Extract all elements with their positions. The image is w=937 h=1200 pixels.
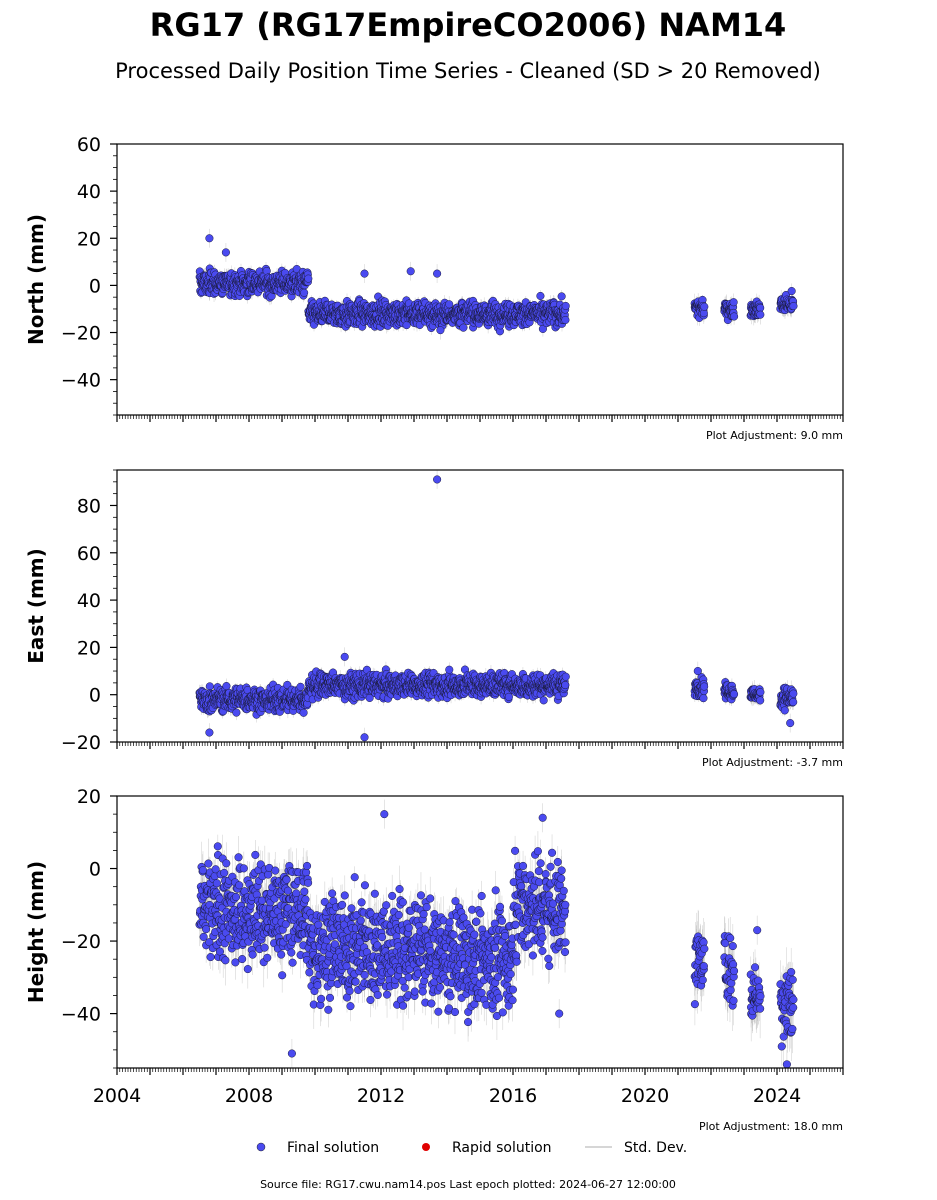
final-solution-point [222, 682, 231, 691]
final-solution-point [536, 291, 545, 301]
y-tick-label: 20 [77, 228, 101, 250]
final-solution-point [730, 312, 739, 321]
y-tick-label: −20 [61, 323, 101, 345]
north-panel: −40 −20 0 20 40 60 North (mm) Plot Adjustment: … [24, 134, 844, 442]
chart-subtitle: Processed Daily Position Time Series - C… [115, 59, 821, 83]
final-solution-point [205, 682, 214, 691]
final-solution-point [300, 288, 309, 297]
plot-area [195, 228, 798, 340]
final-solution-point [561, 315, 570, 325]
y-tick-label: −40 [61, 370, 101, 392]
final-solution-point [232, 708, 241, 717]
final-solution-point [787, 287, 796, 296]
final-solution-point [756, 303, 765, 312]
chart-title: RG17 (RG17EmpireCO2006) NAM14 [150, 6, 787, 44]
y-axis-label: North (mm) [24, 214, 48, 345]
final-solution-point [557, 292, 566, 301]
final-solution-point [459, 323, 468, 332]
final-solution-point [406, 267, 415, 276]
y-tick-label: 0 [89, 275, 101, 297]
y-tick-label: 60 [77, 134, 101, 156]
final-solution-point [445, 300, 454, 309]
y-tick-label: 40 [77, 181, 101, 203]
final-solution-point [538, 324, 547, 333]
final-solution-point [221, 248, 230, 257]
final-solution-point [700, 302, 709, 311]
final-solution-point [433, 269, 442, 278]
final-solution-point [789, 302, 798, 311]
final-solution-point [756, 310, 765, 319]
plot-adjustment-note: Plot Adjustment: 9.0 mm [706, 429, 843, 442]
final-solution-point [561, 301, 570, 311]
final-solution-point [436, 326, 445, 335]
final-solution-point [729, 298, 738, 307]
final-solution-point [205, 234, 214, 243]
final-solution-point [304, 274, 313, 283]
plot-area [195, 470, 798, 742]
final-solution-point [360, 269, 369, 278]
